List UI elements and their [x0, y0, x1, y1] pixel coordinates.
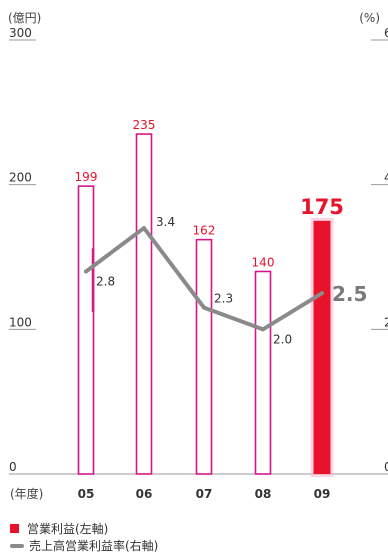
legend-label-operating-profit: 営業利益(左軸)	[27, 522, 109, 536]
line-value-label: 2.5	[332, 282, 367, 306]
bar-value-label: 199	[75, 170, 98, 184]
legend-swatch-line	[10, 543, 24, 548]
right-tick-label: 4	[384, 171, 388, 185]
bar-08	[254, 270, 272, 475]
line-point	[202, 305, 206, 310]
legend-item-operating-margin: 売上高営業利益率(右軸)	[10, 537, 158, 554]
left-tick-label: 0	[9, 460, 17, 474]
x-tick-label: 06	[136, 487, 153, 501]
legend-item-operating-profit: 営業利益(左軸)	[10, 520, 108, 537]
line-value-label: 2.3	[214, 292, 233, 306]
left-tick-label: 100	[9, 315, 32, 329]
line-value-label: 3.4	[156, 215, 175, 229]
line-value-label: 2.8	[96, 274, 115, 288]
line-value-label: 2.0	[273, 332, 292, 346]
bar-value-label: 235	[133, 118, 156, 132]
bar-09	[313, 220, 331, 474]
bar-06	[135, 133, 153, 475]
right-tick-label: 0	[384, 460, 388, 474]
bar-value-label: 140	[252, 255, 275, 269]
right-tick-label: 2	[384, 315, 388, 329]
left-axis-unit: (億円)	[8, 11, 41, 25]
left-tick-label: 300	[9, 26, 32, 40]
x-tick-label: 09	[314, 487, 331, 501]
x-axis-label: (年度)	[10, 486, 43, 501]
line-point	[84, 269, 88, 274]
line-point	[142, 226, 146, 231]
bar-value-label: 162	[193, 224, 216, 238]
line-point	[320, 291, 324, 296]
right-axis-unit: (%)	[359, 11, 380, 25]
legend-label-operating-margin: 売上高営業利益率(右軸)	[29, 539, 159, 553]
line-point	[261, 327, 265, 332]
bar-05	[77, 185, 95, 475]
right-tick-label: 6	[384, 26, 388, 40]
x-tick-label: 08	[255, 487, 272, 501]
x-tick-label: 07	[196, 487, 213, 501]
x-tick-label: 05	[78, 487, 95, 501]
legend-swatch-bar	[10, 524, 19, 533]
bar-value-label: 175	[300, 195, 344, 219]
left-tick-label: 200	[9, 171, 32, 185]
bar-07	[195, 238, 213, 475]
